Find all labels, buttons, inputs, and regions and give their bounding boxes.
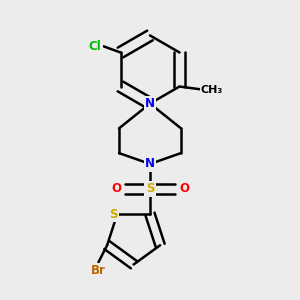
Text: N: N: [145, 97, 155, 110]
Text: CH₃: CH₃: [201, 85, 223, 94]
Text: Cl: Cl: [88, 40, 101, 53]
Text: O: O: [179, 182, 189, 195]
Text: S: S: [109, 208, 118, 220]
Text: N: N: [145, 158, 155, 170]
Text: O: O: [111, 182, 121, 195]
Text: S: S: [146, 182, 154, 195]
Text: Br: Br: [91, 264, 106, 278]
